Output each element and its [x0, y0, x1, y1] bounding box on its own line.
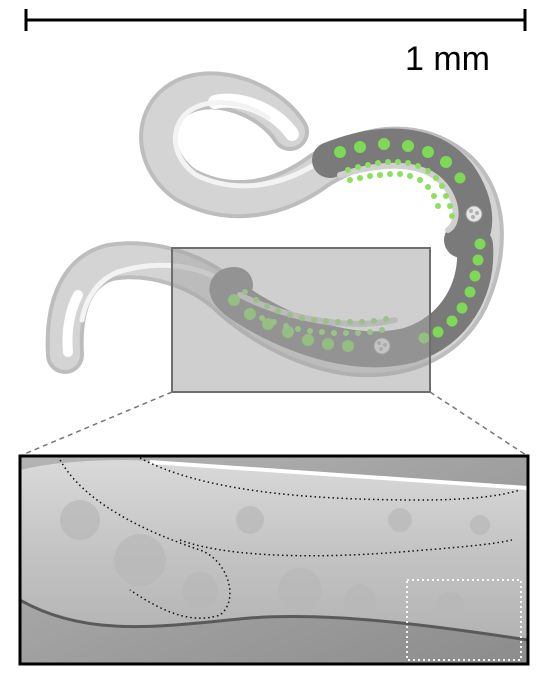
- micrograph-dotted-outline-inner: [179, 539, 513, 557]
- zoom-region-box: [171, 247, 431, 393]
- scale-bar-label: 1 mm: [405, 40, 490, 78]
- worm-tail-taper: [62, 290, 83, 357]
- scale-bar: 1 mm: [24, 9, 527, 78]
- spermatheca-icon: [465, 205, 483, 223]
- micrograph-worm-body: [20, 460, 528, 640]
- micrograph-texture: [60, 500, 490, 619]
- micrograph-cuticle: [149, 460, 528, 490]
- micrograph-panel: [18, 454, 530, 666]
- micrograph-inset-box: [406, 579, 522, 661]
- micrograph-lower-edge: [20, 598, 528, 642]
- micrograph-frame: [18, 454, 530, 666]
- micrograph-dotted-outline-gonad: [57, 456, 231, 619]
- zoom-connector-right: [429, 391, 527, 456]
- zoom-connector-left: [21, 391, 173, 456]
- micrograph-dotted-outline-arm: [139, 457, 521, 501]
